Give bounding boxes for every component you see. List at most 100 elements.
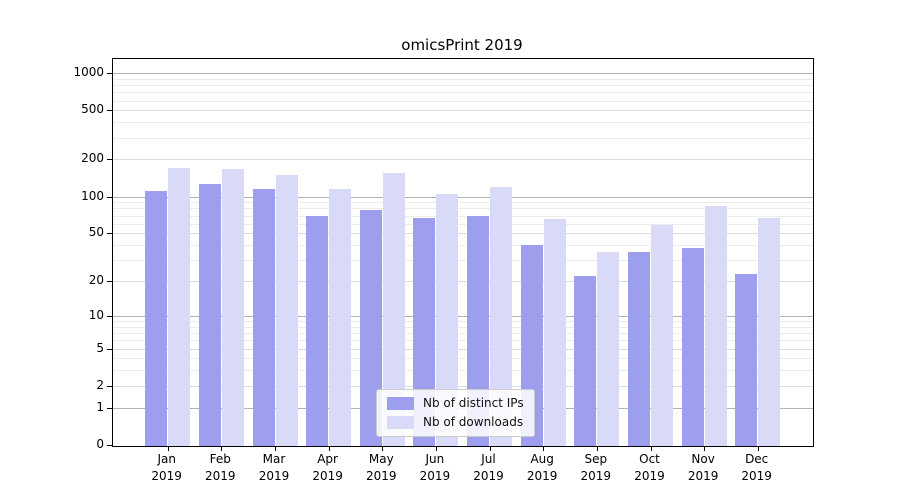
x-label-month: May xyxy=(368,452,394,466)
y-label-10: 10 xyxy=(88,307,104,322)
legend-swatch-distinct-ips xyxy=(387,396,414,410)
gridline-y-700 xyxy=(113,92,813,94)
bar-nov-distinct-ips xyxy=(681,247,704,446)
x-label-month: Dec xyxy=(745,452,769,466)
x-tick-sep xyxy=(596,446,598,451)
gridline-y-50 xyxy=(113,233,813,235)
bar-mar-distinct-ips xyxy=(252,189,275,446)
gridline-y-30 xyxy=(113,260,813,262)
x-label-apr: Apr 2019 xyxy=(296,451,360,485)
y-label-1: 1 xyxy=(96,399,104,414)
bar-jun-distinct-ips xyxy=(413,217,436,446)
legend-row-distinct-ips: Nb of distinct IPs xyxy=(387,396,524,410)
x-label-year: 2019 xyxy=(205,469,236,483)
x-label-jun: Jun 2019 xyxy=(403,451,467,485)
bar-jul-downloads xyxy=(490,187,512,446)
x-label-mar: Mar 2019 xyxy=(242,451,306,485)
x-tick-oct xyxy=(650,446,652,451)
x-label-year: 2019 xyxy=(151,469,182,483)
y-label-5: 5 xyxy=(96,340,104,355)
gridline-y-400 xyxy=(113,122,813,124)
x-label-year: 2019 xyxy=(580,469,612,483)
y-tick-1000 xyxy=(107,73,112,74)
bar-jul-distinct-ips xyxy=(467,216,489,446)
y-label-2: 2 xyxy=(96,377,104,392)
x-label-year: 2019 xyxy=(312,469,343,483)
bar-feb-downloads xyxy=(221,169,244,446)
gridline-y-7 xyxy=(113,333,813,334)
x-label-month: Jul xyxy=(481,452,496,466)
plot-area: Nb of distinct IPs Nb of downloads xyxy=(107,58,814,451)
x-label-month: Sep xyxy=(584,452,608,466)
y-tick-100 xyxy=(107,196,112,198)
gridline-y-500 xyxy=(113,110,813,112)
bar-apr-downloads xyxy=(329,188,352,446)
y-tick-1 xyxy=(107,407,112,409)
x-label-nov: Nov 2019 xyxy=(671,451,735,485)
y-label-0: 0 xyxy=(96,437,104,451)
bar-aug-downloads xyxy=(543,218,566,446)
y-tick-500 xyxy=(107,110,112,112)
gridline-y-80 xyxy=(113,208,813,210)
chart-title: omicsPrint 2019 xyxy=(401,36,523,54)
x-label-month: Nov xyxy=(691,452,715,466)
x-tick-may xyxy=(382,446,384,451)
y-label-1000: 1000 xyxy=(73,65,104,79)
x-label-month: Oct xyxy=(639,452,660,466)
y-tick-20 xyxy=(107,281,112,283)
y-label-20: 20 xyxy=(88,273,104,288)
x-label-feb: Feb 2019 xyxy=(188,451,252,485)
bar-nov-downloads xyxy=(704,206,727,446)
x-label-jan: Jan 2019 xyxy=(135,451,199,485)
y-label-200: 200 xyxy=(81,151,104,166)
x-tick-aug xyxy=(543,446,545,451)
x-label-month: Mar xyxy=(262,452,286,466)
gridline-y-90 xyxy=(113,202,813,204)
legend-row-downloads: Nb of downloads xyxy=(387,415,524,429)
gridline-y-10 xyxy=(113,315,813,317)
x-tick-dec xyxy=(757,446,759,451)
x-tick-jul xyxy=(489,446,491,451)
bar-jan-downloads xyxy=(168,168,191,446)
bar-jan-distinct-ips xyxy=(145,191,168,446)
bar-apr-distinct-ips xyxy=(306,215,329,446)
legend: Nb of distinct IPs Nb of downloads xyxy=(376,389,535,437)
x-label-sep: Sep 2019 xyxy=(564,451,628,485)
legend-label: Nb of distinct IPs xyxy=(423,396,524,410)
bar-sep-downloads xyxy=(597,252,620,446)
x-label-year: 2019 xyxy=(419,469,451,483)
gridline-y-20 xyxy=(113,281,813,283)
x-label-may: May 2019 xyxy=(349,451,413,485)
y-tick-0 xyxy=(107,445,112,446)
gridline-y-600 xyxy=(113,100,813,102)
gridline-y-200 xyxy=(113,159,813,161)
x-label-jul: Jul 2019 xyxy=(457,451,521,485)
x-label-oct: Oct 2019 xyxy=(618,451,682,485)
gridline-y-60 xyxy=(113,223,813,225)
x-label-year: 2019 xyxy=(366,469,397,483)
y-label-100: 100 xyxy=(81,188,104,203)
x-label-year: 2019 xyxy=(258,469,290,483)
y-axis-tick-labels: 0 1 2 5 10 20 50 100 200 500 1000 xyxy=(0,58,104,451)
x-label-month: Apr xyxy=(317,452,338,466)
gridline-y-900 xyxy=(113,78,813,80)
y-label-50: 50 xyxy=(88,225,104,240)
gridline-y-70 xyxy=(113,215,813,217)
bar-dec-downloads xyxy=(758,217,781,446)
x-tick-apr xyxy=(328,446,330,451)
x-tick-nov xyxy=(704,446,706,451)
x-tick-mar xyxy=(275,446,276,451)
y-tick-5 xyxy=(107,348,112,350)
y-label-500: 500 xyxy=(81,102,104,117)
x-label-month: Aug xyxy=(530,452,554,466)
y-tick-10 xyxy=(107,315,112,317)
gridline-y-300 xyxy=(113,137,813,139)
bar-may-distinct-ips xyxy=(359,209,382,446)
x-label-month: Jun xyxy=(425,452,445,466)
x-label-aug: Aug 2019 xyxy=(510,451,574,485)
y-tick-2 xyxy=(107,385,112,387)
y-tick-50 xyxy=(107,233,112,235)
x-label-month: Jan xyxy=(157,452,176,466)
gridline-y-9 xyxy=(113,321,813,322)
